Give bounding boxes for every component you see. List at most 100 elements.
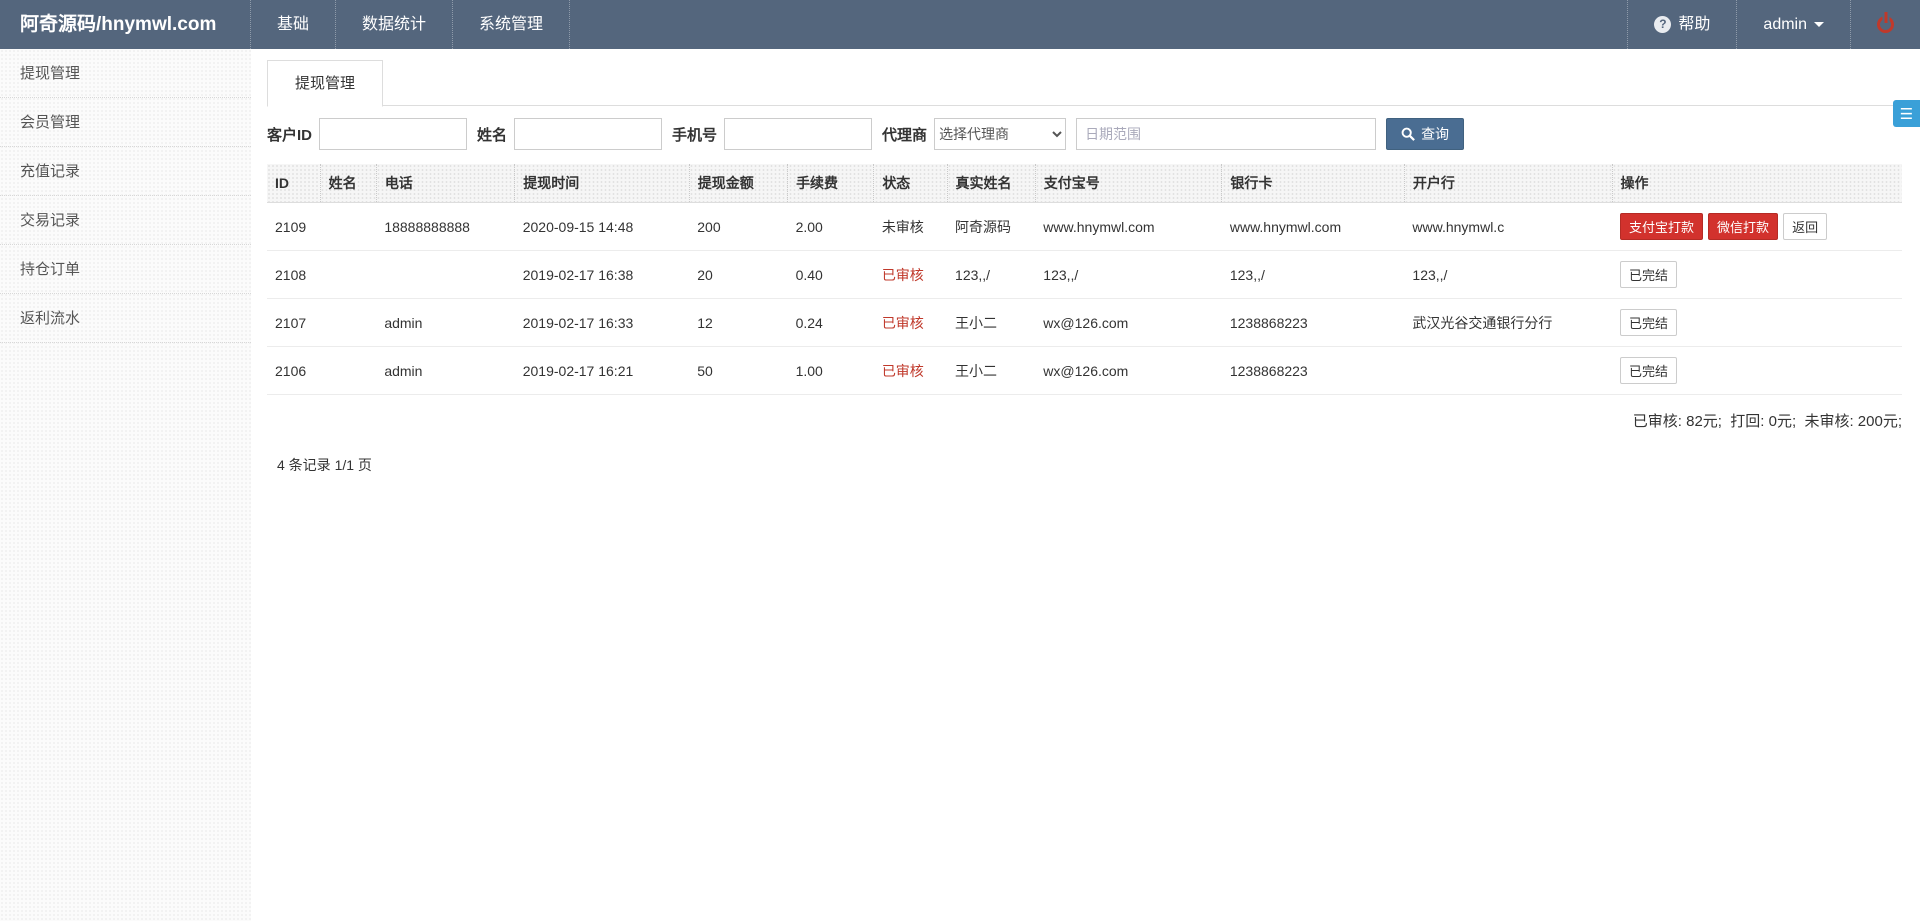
nav-menu: 基础 数据统计 系统管理: [251, 0, 571, 49]
cell-name: [320, 346, 377, 395]
cell-bank_branch: 武汉光谷交通银行分行: [1404, 298, 1613, 347]
tab-bar: 提现管理: [267, 59, 1902, 107]
phone-input[interactable]: [724, 118, 873, 150]
name-label: 姓名: [477, 126, 508, 144]
cell-phone: admin: [376, 298, 515, 347]
action-button[interactable]: 已完结: [1620, 261, 1678, 288]
user-menu[interactable]: admin: [1736, 0, 1850, 49]
sidebar-item-3[interactable]: 交易记录: [0, 196, 251, 245]
cell-actions: 已完结: [1612, 250, 1902, 299]
cell-time: 2019-02-17 16:33: [514, 298, 690, 347]
cell-actions: 已完结: [1612, 298, 1902, 347]
withdraw-table: ID 姓名 电话 提现时间 提现金额 手续费 状态 真实姓名 支付宝号 银行卡 开户行 操作 2109…: [267, 164, 1902, 395]
cell-real_name: 123,,/: [947, 250, 1036, 299]
column-header: 提现时间: [514, 164, 690, 203]
query-button[interactable]: 查询: [1386, 118, 1465, 150]
cell-amount: 12: [689, 298, 788, 347]
cell-fee: 2.00: [787, 202, 874, 251]
cell-phone: admin: [376, 346, 515, 395]
column-header: 操作: [1612, 164, 1902, 203]
app-logo: 阿奇源码/hnymwl.com: [0, 0, 251, 49]
cell-status: 已审核: [873, 346, 948, 395]
action-button[interactable]: 已完结: [1620, 357, 1678, 384]
column-header: 真实姓名: [947, 164, 1036, 203]
sidebar-item-1[interactable]: 会员管理: [0, 98, 251, 147]
sidebar-item-5[interactable]: 返利流水: [0, 294, 251, 343]
query-button-label: 查询: [1421, 126, 1450, 142]
cell-id: 2107: [267, 298, 321, 347]
cell-alipay: 123,,/: [1035, 250, 1222, 299]
search-form: 客户ID 姓名 手机号 代理商 选择代理商 查询: [267, 118, 1902, 150]
name-input[interactable]: [514, 118, 663, 150]
action-button[interactable]: 已完结: [1620, 309, 1678, 336]
help-icon: ?: [1654, 16, 1672, 33]
date-range-input[interactable]: [1076, 118, 1377, 150]
sidebar-item-0[interactable]: 提现管理: [0, 49, 251, 98]
table-row: 2107 admin 2019-02-17 16:33 12 0.24 已审核 王小二 wx@…: [267, 298, 1902, 347]
action-button[interactable]: 支付宝打款: [1620, 213, 1704, 240]
sidebar-item-2[interactable]: 充值记录: [0, 147, 251, 196]
cell-bank_card: www.hnymwl.com: [1221, 202, 1405, 251]
sidebar-item-4[interactable]: 持仓订单: [0, 245, 251, 294]
cell-time: 2020-09-15 14:48: [514, 202, 690, 251]
column-header: 姓名: [320, 164, 377, 203]
summary-totals: 已审核: 82元; 打回: 0元; 未审核: 200元;: [1632, 413, 1902, 430]
help-label: 帮助: [1678, 16, 1711, 33]
nav-item-2[interactable]: 系统管理: [453, 0, 571, 49]
customer-id-input[interactable]: [319, 118, 468, 150]
top-navbar: 阿奇源码/hnymwl.com 基础 数据统计 系统管理 ? 帮助 admin: [0, 0, 1920, 49]
column-header: 开户行: [1404, 164, 1613, 203]
column-header: 银行卡: [1221, 164, 1405, 203]
table-header-row: ID 姓名 电话 提现时间 提现金额 手续费 状态 真实姓名 支付宝号 银行卡 开户行 操作: [267, 164, 1902, 203]
cell-alipay: www.hnymwl.com: [1035, 202, 1222, 251]
nav-item-1[interactable]: 数据统计: [336, 0, 454, 49]
user-name: admin: [1763, 16, 1807, 33]
help-button[interactable]: ? 帮助: [1627, 0, 1736, 49]
nav-item-0[interactable]: 基础: [251, 0, 337, 49]
cell-fee: 0.24: [787, 298, 874, 347]
cell-bank_branch: 123,,/: [1404, 250, 1613, 299]
cell-bank_card: 1238868223: [1221, 346, 1405, 395]
cell-bank_card: 1238868223: [1221, 298, 1405, 347]
cell-alipay: wx@126.com: [1035, 346, 1222, 395]
cell-real_name: 王小二: [947, 298, 1036, 347]
column-header: 状态: [873, 164, 948, 203]
cell-id: 2108: [267, 250, 321, 299]
tab-withdraw-manage[interactable]: 提现管理: [267, 60, 384, 107]
phone-label: 手机号: [672, 126, 718, 144]
cell-real_name: 王小二: [947, 346, 1036, 395]
sidebar: 提现管理 会员管理 充值记录 交易记录 持仓订单 返利流水: [0, 49, 251, 921]
cell-amount: 200: [689, 202, 788, 251]
cell-status: 已审核: [873, 250, 948, 299]
cell-bank_card: 123,,/: [1221, 250, 1405, 299]
main-content: ☰ 提现管理 客户ID 姓名 手机号 代理商 选择代理商 查询: [251, 49, 1920, 921]
customer-id-label: 客户ID: [267, 126, 313, 144]
column-header: 支付宝号: [1035, 164, 1223, 203]
cell-phone: [376, 250, 515, 299]
cell-alipay: wx@126.com: [1035, 298, 1222, 347]
cell-real_name: 阿奇源码: [947, 202, 1036, 251]
column-header: 手续费: [787, 164, 875, 203]
search-icon: [1401, 127, 1415, 141]
cell-actions: 支付宝打款 微信打款 返回: [1612, 202, 1902, 251]
cell-actions: 已完结: [1612, 346, 1902, 395]
cell-time: 2019-02-17 16:21: [514, 346, 690, 395]
cell-amount: 20: [689, 250, 788, 299]
action-button[interactable]: 返回: [1783, 213, 1828, 240]
cell-bank_branch: www.hnymwl.c: [1404, 202, 1613, 251]
cell-time: 2019-02-17 16:38: [514, 250, 690, 299]
cell-phone: 18888888888: [376, 202, 515, 251]
cell-fee: 1.00: [787, 346, 874, 395]
column-header: ID: [267, 164, 321, 203]
agent-select[interactable]: 选择代理商: [934, 118, 1067, 150]
cell-name: [320, 250, 377, 299]
theme-panel-icon[interactable]: ☰: [1893, 100, 1920, 127]
action-button[interactable]: 微信打款: [1708, 213, 1779, 240]
agent-label: 代理商: [882, 126, 928, 144]
cell-id: 2109: [267, 202, 321, 251]
column-header: 电话: [376, 164, 516, 203]
logout-button[interactable]: [1850, 0, 1920, 49]
cell-name: [320, 298, 377, 347]
cell-amount: 50: [689, 346, 788, 395]
table-row: 2108 2019-02-17 16:38 20 0.40 已审核 123,,/123,,…: [267, 250, 1902, 299]
